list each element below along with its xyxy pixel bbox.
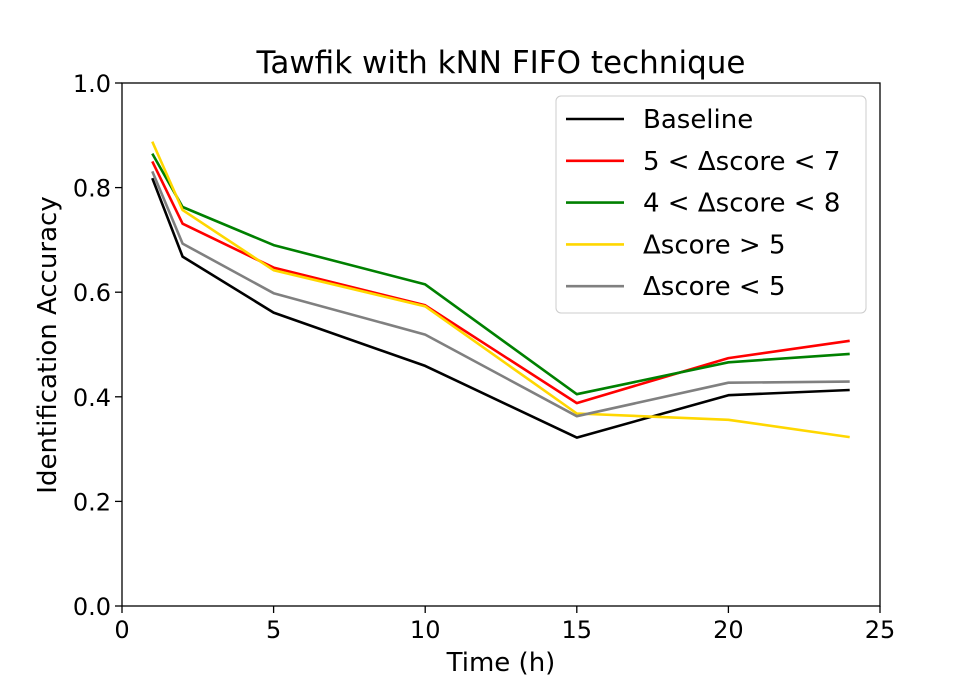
legend: Baseline 5 < Δscore < 7 4 < Δscore < 8 Δsco… <box>555 95 867 314</box>
y-tick-label: 0.8 <box>73 175 111 203</box>
y-tick-label: 1.0 <box>73 70 111 98</box>
plot-area <box>121 82 881 607</box>
y-tick-label: 0.4 <box>73 384 111 412</box>
y-tick-label: 0.2 <box>73 488 111 516</box>
x-tick-label: 15 <box>562 616 593 644</box>
x-axis: 0 5 10 15 20 25 <box>114 606 895 644</box>
y-tick-label: 0.0 <box>73 593 111 621</box>
x-axis-label: Time (h) <box>446 648 556 678</box>
legend-label: 5 < Δscore < 7 <box>643 147 840 177</box>
legend-label: Δscore < 5 <box>643 272 786 302</box>
x-tick-label: 25 <box>865 616 896 644</box>
x-tick-label: 5 <box>266 616 281 644</box>
legend-frame <box>555 95 867 314</box>
plot-frame <box>121 82 881 607</box>
legend-items: Baseline 5 < Δscore < 7 4 < Δscore < 8 Δsco… <box>566 105 840 302</box>
chart-title: Tawfik with kNN FIFO technique <box>256 45 746 81</box>
series-line-4 <box>151 141 850 439</box>
series-line-1 <box>151 177 850 439</box>
x-tick-label: 20 <box>713 616 744 644</box>
series-line-5 <box>151 170 850 418</box>
y-axis: 0.0 0.2 0.4 0.6 0.8 1.0 <box>73 70 122 621</box>
y-tick-label: 0.6 <box>73 279 111 307</box>
x-tick-label: 0 <box>114 616 129 644</box>
legend-label: Baseline <box>643 105 753 135</box>
y-axis-label: Identification Accuracy <box>33 196 63 493</box>
series-layer <box>151 141 850 439</box>
x-tick-label: 10 <box>410 616 441 644</box>
legend-label: Δscore > 5 <box>643 230 786 260</box>
legend-label: 4 < Δscore < 8 <box>643 189 840 219</box>
